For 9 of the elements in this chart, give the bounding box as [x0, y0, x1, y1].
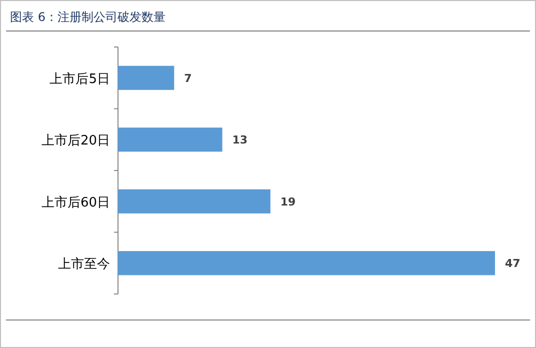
y-tick-label: 上市后5日 [50, 72, 110, 87]
data-label: 7 [184, 72, 192, 85]
y-tick-label: 上市后20日 [41, 134, 110, 149]
data-label: 13 [232, 134, 248, 147]
data-label: 19 [280, 195, 296, 208]
data-label: 47 [505, 257, 520, 270]
y-tick-label: 上市至今 [58, 257, 110, 272]
y-tick-label: 上市后60日 [41, 195, 110, 210]
title: 图表 6：注册制公司破发数量 [10, 10, 166, 24]
